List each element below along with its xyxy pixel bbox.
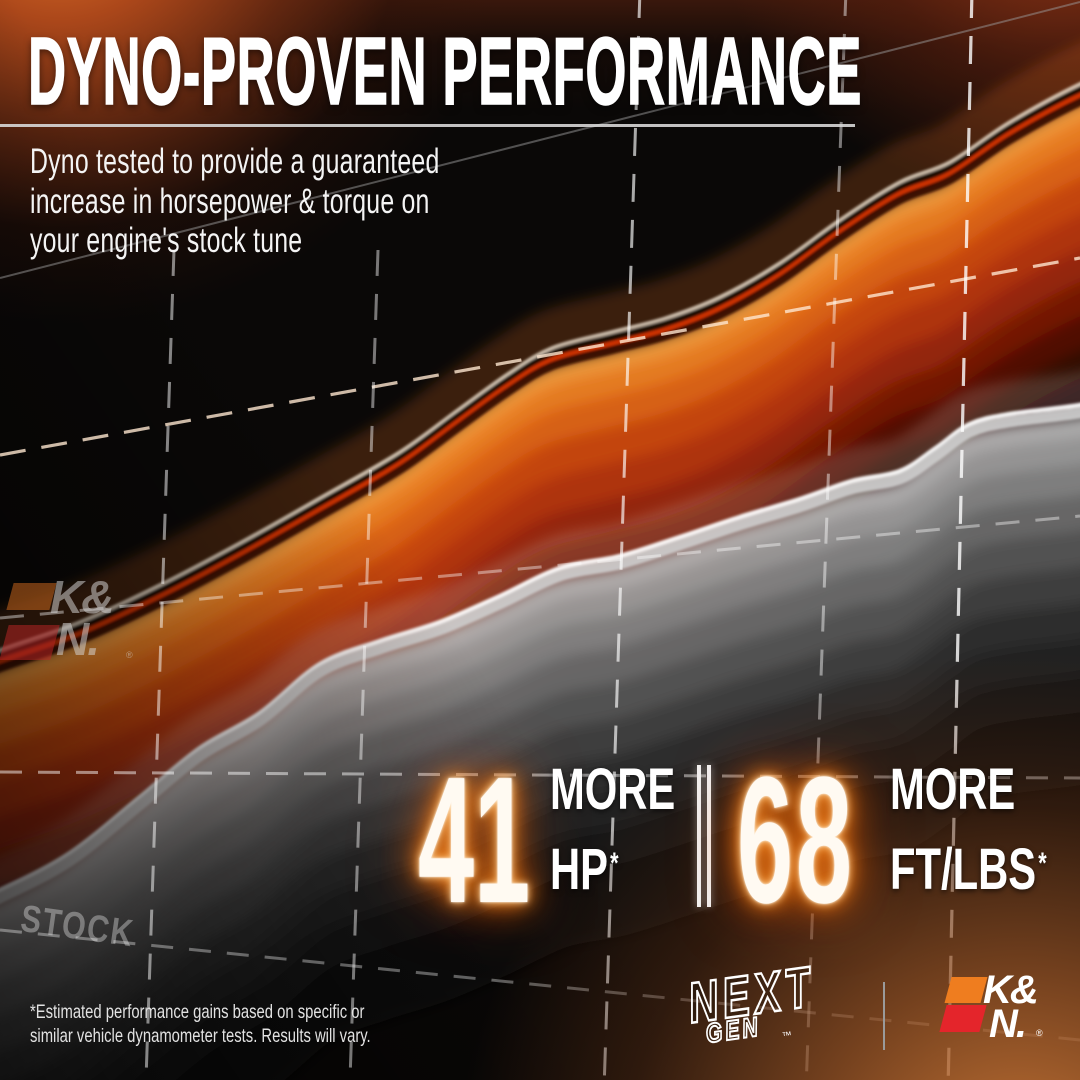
- registered-mark: ®: [1036, 1028, 1043, 1038]
- stats-divider: [697, 765, 711, 907]
- hp-gain-value: 41: [418, 740, 531, 941]
- kn-logo-red-block: [939, 1005, 987, 1032]
- kn-logo-red-block: [0, 625, 60, 660]
- kn-logo-text-top: K&: [50, 571, 114, 623]
- page-title: DYNO-PROVEN PERFORMANCE: [28, 18, 863, 125]
- nextgen-logo-text-bottom: GEN: [703, 1011, 763, 1050]
- torque-footnote-marker: *: [1038, 847, 1047, 880]
- nextgen-logo: NEXT GEN ™: [683, 949, 896, 1066]
- hp-gain-qualifier: MORE: [550, 757, 676, 822]
- torque-gain-qualifier: MORE: [890, 757, 1016, 822]
- kn-logo-orange-block: [944, 977, 988, 1003]
- footer-logo-divider: [883, 982, 885, 1050]
- kn-logo-text-bottom: N.: [56, 613, 100, 665]
- kn-logo-text-bottom: N.: [989, 1002, 1027, 1046]
- torque-gain-value: 68: [737, 740, 855, 941]
- subtitle-line-3: your engine's stock tune: [30, 221, 303, 260]
- hp-footnote-marker: *: [610, 847, 619, 880]
- disclaimer-line-1: *Estimated performance gains based on sp…: [30, 1001, 365, 1023]
- torque-gain-unit: FT/LBS*: [890, 837, 1047, 902]
- disclaimer-line-2: similar vehicle dynamometer tests. Resul…: [30, 1025, 371, 1047]
- kn-logo-text-top: K&: [983, 968, 1039, 1012]
- registered-mark: ®: [126, 650, 133, 660]
- kn-logo-watermark: K& N. ®: [0, 568, 215, 680]
- subtitle: Dyno tested to provide a guaranteed incr…: [30, 142, 607, 261]
- disclaimer: *Estimated performance gains based on sp…: [30, 1000, 478, 1048]
- trademark-mark: ™: [781, 1030, 793, 1043]
- hp-gain-unit: HP*: [550, 837, 619, 902]
- title-underline: [0, 124, 855, 127]
- stock-curve-label: STOCK: [18, 898, 137, 956]
- kn-logo-footer: K& N. ®: [938, 964, 1078, 1046]
- subtitle-line-2: increase in horsepower & torque on: [30, 181, 430, 221]
- subtitle-line-1: Dyno tested to provide a guaranteed: [30, 142, 440, 181]
